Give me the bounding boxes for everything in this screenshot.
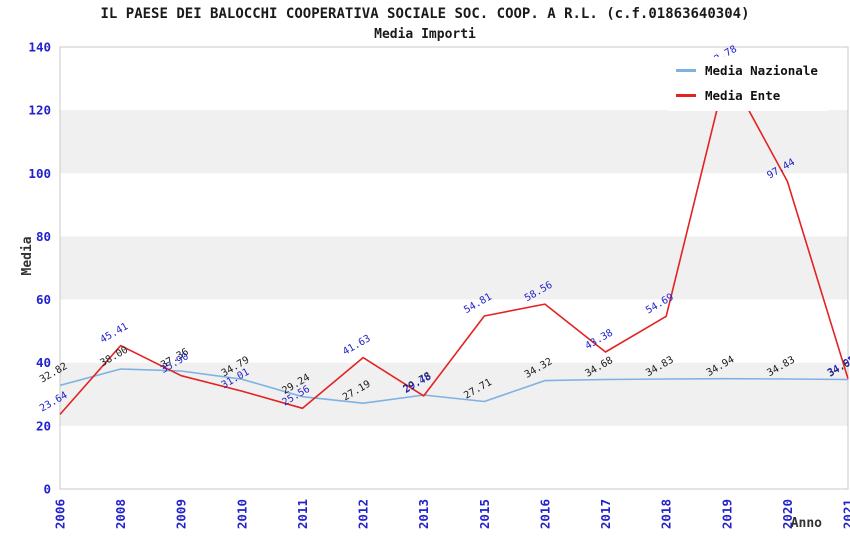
x-tick-label: 2011	[295, 499, 310, 529]
chart-title: IL PAESE DEI BALOCCHI COOPERATIVA SOCIAL…	[100, 6, 750, 22]
x-tick-label: 2013	[416, 499, 431, 529]
x-tick-label: 2006	[53, 499, 68, 529]
legend-item-media-nazionale: Media Nazionale	[676, 63, 818, 78]
x-tick-label: 2009	[174, 499, 189, 529]
x-tick-label: 2012	[356, 499, 371, 529]
plot-band	[60, 236, 848, 300]
legend-label-media-ente: Media Ente	[705, 88, 781, 103]
legend-label-media-nazionale: Media Nazionale	[705, 63, 818, 78]
x-tick-label: 2017	[598, 499, 613, 529]
y-tick-label: 140	[28, 40, 51, 55]
y-axis-title: Media	[20, 236, 36, 276]
legend-line-swatch-ente	[676, 94, 696, 97]
data-point-label: 41.63	[341, 333, 373, 358]
x-tick-label: 2016	[537, 499, 552, 529]
legend-line-swatch-nazionale	[676, 69, 696, 72]
x-tick-label: 2010	[234, 499, 249, 529]
x-tick-label: 2019	[719, 499, 734, 529]
x-axis-title: Anno	[790, 516, 822, 531]
media-nazionale-line	[59, 368, 849, 405]
plot-band	[60, 110, 848, 174]
y-tick-label: 40	[36, 355, 51, 370]
y-tick-label: 100	[28, 166, 51, 181]
data-point-label: 45.41	[99, 321, 131, 346]
x-tick-label: 2021	[841, 499, 850, 529]
x-tick-label: 2008	[113, 499, 128, 529]
plot-band	[60, 362, 848, 426]
x-tick-label: 2020	[780, 499, 795, 529]
y-tick-label: 20	[36, 418, 51, 433]
chart-subtitle: Media Importi	[374, 27, 476, 42]
x-tick-label: 2018	[659, 499, 674, 529]
y-tick-label: 120	[28, 103, 51, 118]
y-tick-label: 80	[36, 229, 51, 244]
y-tick-label: 0	[43, 482, 51, 497]
x-tick-label: 2015	[477, 499, 492, 529]
plot-border	[59, 46, 849, 490]
legend: Media Nazionale Media Ente	[668, 57, 828, 111]
y-tick-label: 60	[36, 292, 51, 307]
legend-item-media-ente: Media Ente	[676, 88, 818, 103]
